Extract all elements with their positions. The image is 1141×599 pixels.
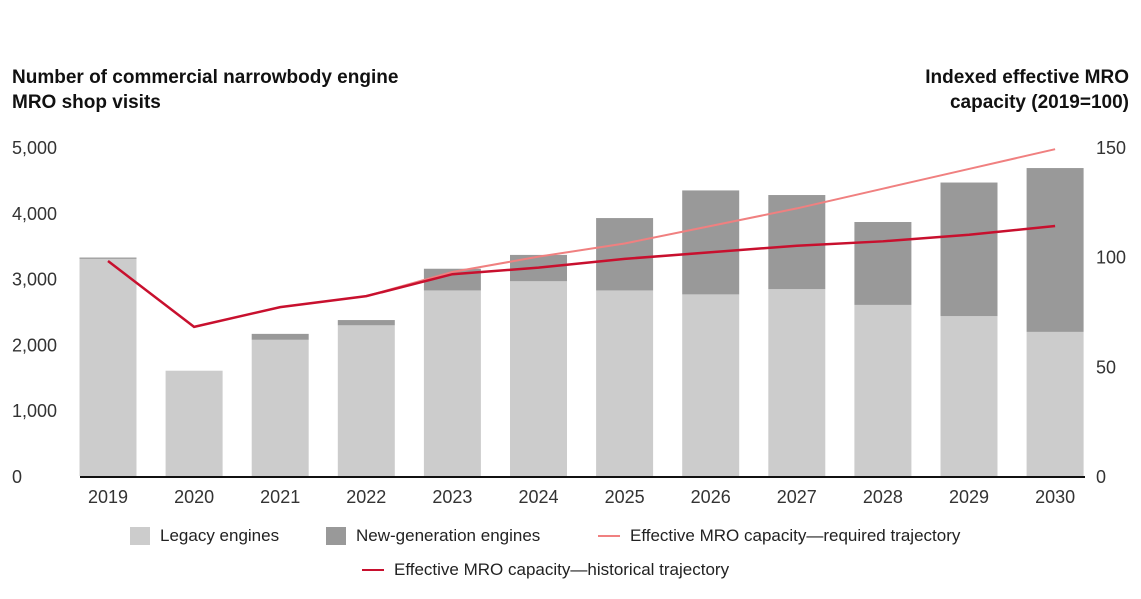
left-axis-title: Number of commercial narrowbody engine M… (12, 67, 399, 113)
bar-new-generation-engines-2025 (596, 218, 654, 291)
legend-historical: Effective MRO capacity—historical trajec… (362, 560, 729, 580)
bar-new-generation-engines-2029 (940, 182, 998, 317)
bar-new-generation-engines-2030 (1026, 168, 1084, 332)
x-tick: 2029 (949, 487, 989, 507)
bar-new-generation-engines-2022 (337, 320, 395, 326)
bar-legacy-engines-2020 (165, 370, 223, 476)
y-tick-left: 3,000 (12, 270, 57, 290)
legend-label: Legacy engines (160, 526, 280, 545)
y-tick-left: 0 (12, 467, 22, 487)
y-tick-right: 100 (1096, 248, 1126, 268)
legend-label: Effective MRO capacity—historical trajec… (394, 560, 730, 579)
bar-legacy-engines-2025 (596, 290, 654, 476)
legend-line (362, 569, 384, 571)
x-tick: 2020 (174, 487, 214, 507)
bar-legacy-engines-2019 (79, 258, 137, 476)
bar-new-generation-engines-2026 (682, 190, 740, 295)
bar-new-generation-engines-2021 (251, 333, 309, 340)
y-tick-right: 150 (1096, 138, 1126, 158)
bar-legacy-engines-2030 (1026, 331, 1084, 476)
y-tick-left: 4,000 (12, 204, 57, 224)
line-effective-mro-capacity-historical-trajectory (107, 224, 1056, 329)
bar-legacy-engines-2023 (423, 290, 481, 476)
x-tick: 2019 (88, 487, 128, 507)
legend-swatch (326, 527, 346, 545)
legend-required: Effective MRO capacity—required trajecto… (598, 526, 960, 546)
bar-legacy-engines-2028 (854, 304, 912, 476)
y-tick-right: 50 (1096, 357, 1116, 377)
bar-new-generation-engines-2019 (79, 257, 137, 259)
x-tick: 2030 (1035, 487, 1075, 507)
bar-new-generation-engines-2028 (854, 222, 912, 305)
y-tick-right: 0 (1096, 467, 1106, 487)
x-tick: 2023 (432, 487, 472, 507)
bar-legacy-engines-2029 (940, 316, 998, 476)
bar-legacy-engines-2027 (768, 289, 826, 476)
right-axis-title: Indexed effective MRO capacity (2019=100… (925, 67, 1129, 113)
line-effective-mro-capacity-required-trajectory (366, 148, 1056, 298)
legend-swatch (130, 527, 150, 545)
bar-legacy-engines-2022 (337, 325, 395, 476)
legend-label: New-generation engines (356, 526, 541, 545)
bar-legacy-engines-2026 (682, 294, 740, 476)
legend-legacy: Legacy engines (130, 526, 279, 546)
y-tick-left: 1,000 (12, 401, 57, 421)
x-tick: 2021 (260, 487, 300, 507)
x-tick: 2027 (777, 487, 817, 507)
bar-new-generation-engines-2027 (768, 195, 826, 290)
legend-label: Effective MRO capacity—required trajecto… (630, 526, 961, 545)
x-tick: 2024 (518, 487, 558, 507)
x-tick: 2026 (691, 487, 731, 507)
bar-legacy-engines-2024 (510, 281, 567, 476)
legend-new-gen: New-generation engines (326, 526, 540, 546)
y-tick-left: 2,000 (12, 335, 57, 355)
x-tick: 2025 (605, 487, 645, 507)
x-tick: 2022 (346, 487, 386, 507)
bar-legacy-engines-2021 (251, 339, 309, 476)
y-tick-left: 5,000 (12, 138, 57, 158)
legend-line (598, 535, 620, 537)
x-tick: 2028 (863, 487, 903, 507)
